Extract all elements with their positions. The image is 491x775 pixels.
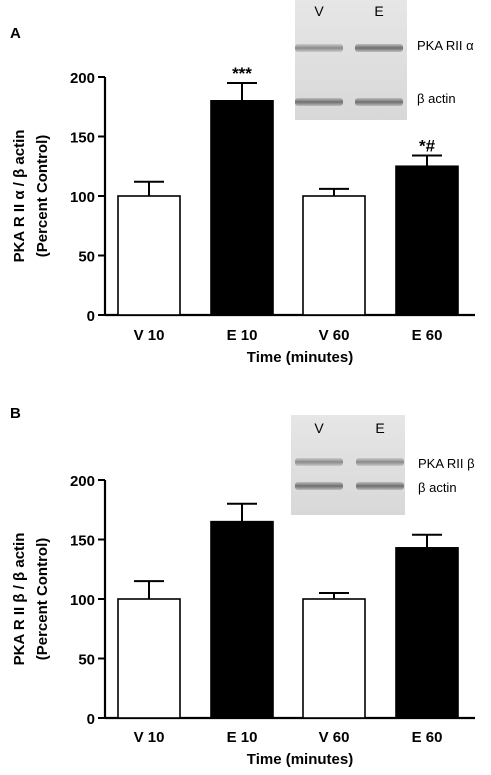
- blot-band: [295, 458, 343, 466]
- bar-e-60: [395, 547, 459, 719]
- x-tick-label: V 60: [319, 729, 350, 746]
- x-tick-label: V 10: [134, 729, 165, 746]
- y-tick-label: 200: [70, 70, 95, 87]
- bar-v-10: [117, 598, 181, 719]
- x-axis-label: Time (minutes): [247, 349, 353, 366]
- western-blot-inset: V E PKA RII β β actin: [291, 415, 475, 515]
- y-tick-label: 100: [70, 189, 95, 206]
- y-tick-label: 0: [87, 711, 95, 728]
- blot-band-label: PKA RII β: [418, 456, 475, 471]
- significance-marker: ***: [232, 64, 252, 83]
- blot-band: [355, 44, 403, 52]
- blot-lane-label: V: [314, 3, 324, 19]
- y-tick-label: 150: [70, 130, 95, 147]
- bar-v-60: [302, 195, 366, 316]
- blot-lane-label: E: [374, 3, 383, 19]
- x-tick-label: E 60: [412, 327, 443, 344]
- x-tick-label: E 10: [227, 729, 258, 746]
- bar-v-10: [117, 195, 181, 316]
- y-tick-label: 200: [70, 473, 95, 490]
- blot-lane-label: E: [375, 420, 384, 436]
- x-tick-label: V 60: [319, 327, 350, 344]
- blot-band: [295, 98, 343, 106]
- panel-b: B 0 50 100 150 200 PKA R II β / β actin (Percen…: [10, 405, 475, 768]
- panel-label: B: [10, 405, 21, 422]
- blot-lane-label: V: [314, 420, 324, 436]
- blot-band-label: β actin: [418, 480, 457, 495]
- y-tick-label: 150: [70, 533, 95, 550]
- x-tick-label: E 10: [227, 327, 258, 344]
- y-axis-label: PKA R II β / β actin: [11, 533, 28, 666]
- y-axis-label: PKA R II α / β actin: [11, 130, 28, 263]
- blot-band: [356, 458, 404, 466]
- blot-band-label: β actin: [417, 91, 456, 106]
- panel-label: A: [10, 25, 21, 42]
- x-tick-label: V 10: [134, 327, 165, 344]
- significance-marker: *#: [419, 137, 436, 156]
- bar-e-60: [395, 165, 459, 316]
- blot-band-label: PKA RII α: [417, 38, 474, 53]
- bar-e-10: [210, 520, 274, 719]
- x-tick-label: E 60: [412, 729, 443, 746]
- blot-band: [295, 44, 343, 52]
- bar-e-10: [210, 100, 274, 316]
- bar-v-60: [302, 598, 366, 719]
- blot-band: [355, 98, 403, 106]
- y-tick-label: 50: [78, 249, 95, 266]
- y-axis-label-sub: (Percent Control): [34, 135, 51, 258]
- y-axis-label-sub: (Percent Control): [34, 538, 51, 661]
- panel-a: A 0 50 100 150 200 PKA R II α / β actin (Percen…: [10, 0, 475, 366]
- x-axis-label: Time (minutes): [247, 751, 353, 768]
- y-tick-label: 0: [87, 308, 95, 325]
- western-blot-inset: V E PKA RII α β actin: [295, 0, 474, 120]
- y-tick-label: 100: [70, 592, 95, 609]
- blot-band: [356, 482, 404, 490]
- blot-band: [295, 482, 343, 490]
- y-tick-label: 50: [78, 652, 95, 669]
